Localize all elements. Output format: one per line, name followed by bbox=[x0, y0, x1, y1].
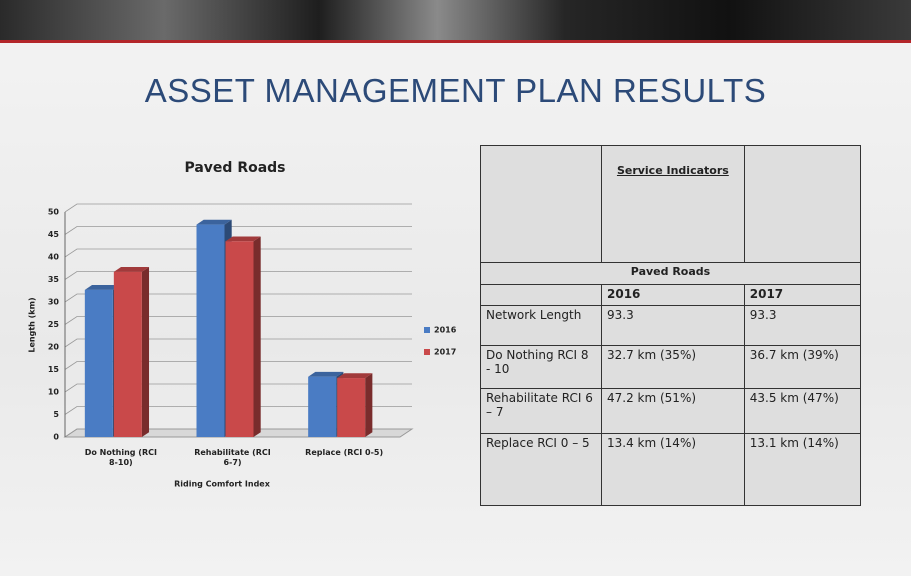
x-tick-label: Replace (RCI 0-5) bbox=[304, 448, 384, 458]
cell-value: 47.2 km (51%) bbox=[602, 389, 745, 434]
bar bbox=[85, 290, 113, 437]
column-header: 2017 bbox=[744, 285, 860, 306]
y-tick-label: 40 bbox=[48, 253, 60, 262]
bar bbox=[308, 377, 336, 437]
x-tick-label: Do Nothing (RCI 8-10) bbox=[81, 448, 161, 468]
legend-label: 2017 bbox=[434, 348, 456, 357]
chart-title: Paved Roads bbox=[184, 160, 285, 176]
cell-value: 36.7 km (39%) bbox=[744, 346, 860, 389]
bar bbox=[226, 241, 254, 437]
y-tick-label: 50 bbox=[48, 208, 60, 217]
row-label: Replace RCI 0 – 5 bbox=[481, 434, 602, 506]
y-tick-label: 5 bbox=[53, 410, 59, 419]
table-section: Paved Roads bbox=[481, 263, 861, 285]
cell bbox=[481, 146, 602, 263]
cell bbox=[481, 285, 602, 306]
row-label: Network Length bbox=[481, 306, 602, 346]
bar-side bbox=[365, 373, 372, 437]
slide: ASSET MANAGEMENT PLAN RESULTS Paved Road… bbox=[0, 0, 911, 576]
bar bbox=[337, 378, 365, 437]
row-label: Do Nothing RCI 8 - 10 bbox=[481, 346, 602, 389]
bar-side bbox=[254, 236, 261, 437]
x-axis-label: Riding Comfort Index bbox=[174, 480, 271, 489]
column-header: 2016 bbox=[602, 285, 745, 306]
cell-value: 13.4 km (14%) bbox=[602, 434, 745, 506]
cell-value: 32.7 km (35%) bbox=[602, 346, 745, 389]
y-tick-label: 20 bbox=[48, 343, 60, 352]
cell-value: 93.3 bbox=[744, 306, 860, 346]
y-tick-label: 0 bbox=[53, 433, 59, 442]
grid-line bbox=[65, 204, 412, 212]
y-tick-label: 25 bbox=[48, 320, 60, 329]
grid-line bbox=[65, 227, 412, 235]
chart: Paved Roads Length (km) Riding Comfort I… bbox=[0, 0, 470, 500]
bar-side bbox=[142, 267, 149, 437]
y-axis-label: Length (km) bbox=[28, 297, 37, 352]
y-tick-label: 30 bbox=[48, 298, 60, 307]
bar bbox=[114, 272, 142, 437]
legend-swatch bbox=[424, 327, 430, 333]
y-tick-label: 10 bbox=[48, 388, 60, 397]
cell bbox=[744, 146, 860, 263]
y-tick-label: 45 bbox=[48, 230, 60, 239]
legend-label: 2016 bbox=[434, 326, 457, 335]
cell-value: 43.5 km (47%) bbox=[744, 389, 860, 434]
cell-value: 13.1 km (14%) bbox=[744, 434, 860, 506]
y-tick-label: 15 bbox=[48, 365, 60, 374]
legend-swatch bbox=[424, 349, 430, 355]
x-tick-label: Rehabilitate (RCI 6-7) bbox=[193, 448, 273, 468]
y-tick-label: 35 bbox=[48, 275, 60, 284]
table-header: Service Indicators bbox=[602, 146, 745, 263]
row-label: Rehabilitate RCI 6 – 7 bbox=[481, 389, 602, 434]
bar bbox=[197, 225, 225, 437]
cell-value: 93.3 bbox=[602, 306, 745, 346]
